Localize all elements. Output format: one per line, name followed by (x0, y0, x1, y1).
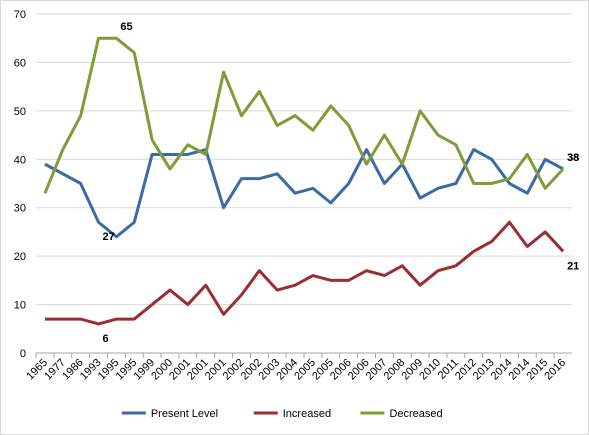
line-series (44, 220, 565, 326)
data-label: 38 (567, 152, 579, 164)
y-tick-label: 30 (14, 203, 26, 215)
y-tick-label: 40 (14, 154, 26, 166)
data-label: 27 (103, 231, 115, 243)
legend-label: Increased (283, 408, 331, 420)
data-label: 38 (567, 152, 579, 164)
y-tick-label: 50 (14, 106, 26, 118)
y-tick-label: 0 (20, 348, 26, 360)
data-label: 6 (103, 333, 109, 345)
data-label: 21 (567, 260, 579, 272)
y-tick-label: 10 (14, 300, 26, 312)
y-tick-label: 70 (14, 9, 26, 21)
y-tick-label: 60 (14, 57, 26, 69)
data-label: 65 (120, 21, 132, 33)
line-series (44, 148, 564, 239)
line-series (43, 36, 565, 194)
legend-label: Present Level (151, 408, 218, 420)
legend-label: Decreased (389, 408, 442, 420)
y-tick-label: 20 (14, 251, 26, 263)
